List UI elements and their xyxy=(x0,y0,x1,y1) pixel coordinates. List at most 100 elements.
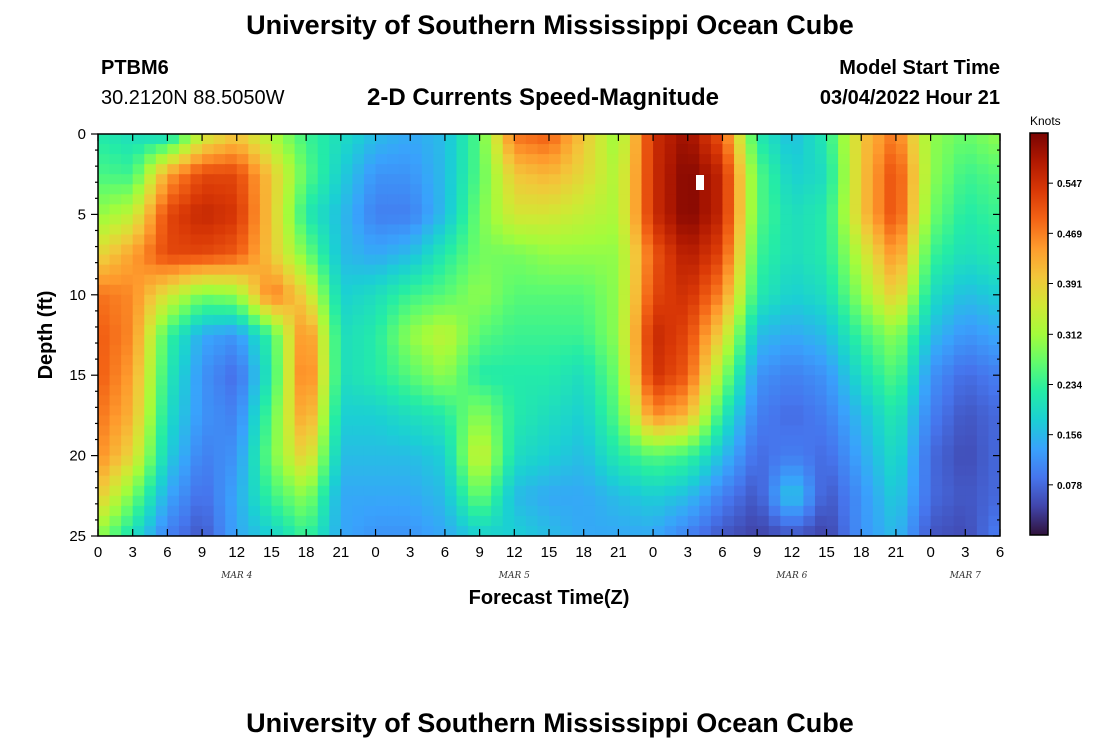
heatmap-cell xyxy=(444,335,458,346)
heatmap-cell xyxy=(387,324,400,336)
heatmap-cell xyxy=(340,435,354,447)
heatmap-cell xyxy=(537,375,550,386)
heatmap-cell xyxy=(745,475,758,487)
heatmap-cell xyxy=(456,465,469,477)
heatmap-cell xyxy=(942,485,955,497)
heatmap-cell xyxy=(363,345,377,356)
heatmap-cell xyxy=(121,304,134,316)
heatmap-cell xyxy=(803,515,816,527)
heatmap-cell xyxy=(329,294,342,306)
heatmap-cell xyxy=(826,505,839,517)
heatmap-cell xyxy=(595,435,608,447)
heatmap-cell xyxy=(722,134,735,145)
heatmap-cell xyxy=(202,234,215,246)
heatmap-cell xyxy=(895,224,909,236)
heatmap-cell xyxy=(468,425,481,437)
heatmap-cell xyxy=(745,134,758,145)
heatmap-cell xyxy=(398,204,411,215)
heatmap-cell xyxy=(514,294,527,306)
heatmap-cell xyxy=(838,465,851,477)
heatmap-cell xyxy=(942,304,955,316)
heatmap-cell xyxy=(514,405,527,416)
heatmap-cell xyxy=(641,525,654,536)
heatmap-cell xyxy=(329,224,342,236)
heatmap-cell xyxy=(884,154,897,165)
heatmap-cell xyxy=(271,335,284,346)
heatmap-cell xyxy=(791,134,805,145)
heatmap-cell xyxy=(907,164,920,175)
heatmap-cell xyxy=(629,234,643,246)
heatmap-cell xyxy=(144,355,157,366)
heatmap-cell xyxy=(525,164,539,175)
heatmap-cell xyxy=(468,365,481,376)
heatmap-cell xyxy=(919,455,932,467)
heatmap-cell xyxy=(745,164,758,175)
heatmap-cell xyxy=(387,244,400,256)
heatmap-cell xyxy=(965,475,978,487)
heatmap-cell xyxy=(259,134,273,145)
heatmap-cell xyxy=(953,324,966,336)
heatmap-cell xyxy=(560,425,573,437)
heatmap-cell xyxy=(98,415,111,427)
heatmap-cell xyxy=(248,485,261,497)
heatmap-cell xyxy=(479,254,492,266)
heatmap-cell xyxy=(768,385,781,396)
heatmap-cell xyxy=(456,345,469,356)
heatmap-cell xyxy=(121,194,134,205)
heatmap-cell xyxy=(144,134,157,145)
heatmap-cell xyxy=(907,415,920,427)
heatmap-cell xyxy=(965,274,978,286)
heatmap-cell xyxy=(317,254,330,266)
heatmap-cell xyxy=(190,254,203,266)
heatmap-cell xyxy=(595,495,608,507)
heatmap-cell xyxy=(398,134,411,145)
heatmap-cell xyxy=(676,294,689,306)
heatmap-cell xyxy=(757,174,770,185)
heatmap-cell xyxy=(560,345,573,356)
heatmap-cell xyxy=(595,164,608,175)
heatmap-cell xyxy=(387,415,400,427)
heatmap-cell xyxy=(757,304,770,316)
heatmap-cell xyxy=(248,385,261,396)
heatmap-cell xyxy=(884,294,897,306)
heatmap-cell xyxy=(791,525,805,536)
heatmap-cell xyxy=(826,174,839,185)
heatmap-cell xyxy=(202,425,215,437)
heatmap-cell xyxy=(826,385,839,396)
heatmap-cell xyxy=(826,204,839,215)
heatmap-cell xyxy=(259,264,273,276)
heatmap-cell xyxy=(433,224,446,236)
heatmap-cell xyxy=(398,335,411,346)
heatmap-cell xyxy=(826,154,839,165)
heatmap-cell xyxy=(375,194,388,205)
heatmap-cell xyxy=(167,324,180,336)
heatmap-cell xyxy=(525,134,539,145)
heatmap-cell xyxy=(387,405,400,416)
heatmap-cell xyxy=(236,284,249,296)
heatmap-cell xyxy=(780,495,793,507)
heatmap-cell xyxy=(468,184,481,195)
heatmap-cell xyxy=(363,355,377,366)
heatmap-cell xyxy=(664,174,677,185)
heatmap-cell xyxy=(768,274,781,286)
heatmap-cell xyxy=(895,475,909,487)
heatmap-cell xyxy=(144,254,157,266)
heatmap-cell xyxy=(768,304,781,316)
heatmap-cell xyxy=(190,154,203,165)
heatmap-cell xyxy=(225,174,238,185)
heatmap-cell xyxy=(606,515,619,527)
heatmap-cell xyxy=(236,415,249,427)
heatmap-cell xyxy=(363,234,377,246)
heatmap-cell xyxy=(826,485,839,497)
heatmap-cell xyxy=(653,204,666,215)
heatmap-cell xyxy=(549,415,562,427)
heatmap-cell xyxy=(606,415,619,427)
heatmap-cell xyxy=(398,515,411,527)
heatmap-cell xyxy=(734,214,747,226)
heatmap-cell xyxy=(907,274,920,286)
heatmap-cell xyxy=(826,254,839,266)
heatmap-cell xyxy=(687,355,700,366)
heatmap-cell xyxy=(942,164,955,175)
heatmap-cell xyxy=(572,224,585,236)
heatmap-cell xyxy=(919,194,932,205)
